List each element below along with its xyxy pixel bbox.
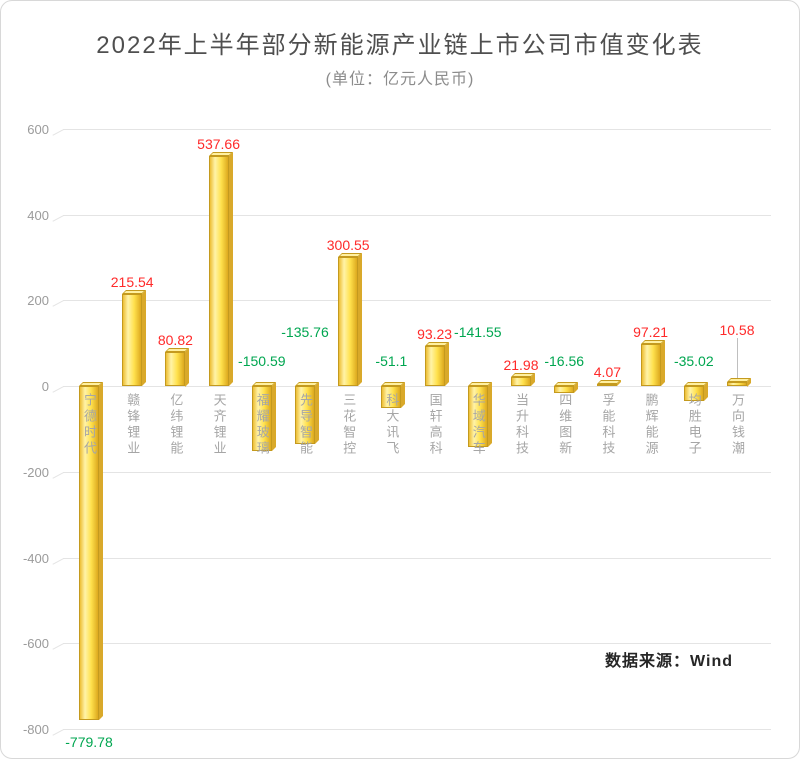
bar-side-face [99,382,103,721]
bar-top-face [467,382,492,387]
category-label: 宁德时代 [82,393,97,458]
bar [79,386,99,721]
bar-top-face [640,340,665,345]
bar-side-face [271,382,276,451]
gridline [63,729,771,730]
gridline-axis-join [52,557,64,565]
data-source-note: 数据来源：Wind [605,653,733,670]
bar-value-label: -35.02 [673,353,714,370]
category-label: 均胜电子 [686,393,702,458]
category-label: 科大讯飞 [384,393,400,458]
gridline-axis-join [52,300,64,308]
bar [295,386,315,445]
gridline [63,300,771,302]
gridline-axis-join [52,386,64,393]
bar [208,155,229,387]
bar-top-face [208,151,233,156]
bar [597,384,618,387]
bar [338,257,359,387]
y-axis-tick-label: -200 [22,464,49,480]
chart-subtitle: (单位：亿元人民币) [325,71,475,88]
y-axis-tick-label: 600 [27,122,49,137]
bar-top-face [122,289,147,294]
bar-value-label: -51.1 [375,353,408,370]
gridline-axis-join [52,643,64,651]
category-label: 四维图新 [557,393,573,458]
gridline [63,386,771,388]
bar-value-label: -141.55 [454,324,502,341]
bar-value-label: -150.59 [238,353,286,370]
y-axis-tick-label: 0 [41,379,49,395]
category-label: 国轩高科 [427,393,443,458]
bar-top-face [165,347,190,352]
y-axis-tick-label: -400 [22,550,49,566]
bar [122,293,143,387]
bar [640,344,661,387]
category-label: 福耀玻璃 [254,393,270,458]
category-label: 赣锋锂业 [125,393,141,458]
category-label: 天齐锂业 [211,393,227,458]
chart-title: 2022年上半年部分新能源产业链上市公司市值变化表 [96,32,704,59]
gridline-axis-join [52,214,64,222]
bar [381,386,402,409]
gridline-axis-join [52,472,64,479]
category-label: 孚能科技 [600,393,616,458]
bar [727,381,747,387]
bar [165,351,186,387]
bar [683,386,704,402]
bar-side-face [444,342,449,387]
bar-side-face [401,382,406,409]
y-axis-tick-label: 200 [27,293,49,309]
category-label: 万向钱潮 [730,393,745,458]
gridline [63,557,771,559]
bar-top-face [79,382,103,387]
bar-value-label: -135.76 [281,324,329,341]
label-leader-line [737,337,738,380]
bar-side-face [185,347,190,387]
bar-value-label: 537.66 [197,135,240,152]
bar [424,346,445,387]
category-label: 华域汽车 [470,393,486,458]
category-label: 鹏辉能源 [643,393,659,458]
gridline [63,214,771,216]
bar-top-face [424,342,449,347]
bar-top-face [251,382,276,387]
category-label: 三花智控 [341,393,357,458]
bar-value-label: 300.55 [326,237,370,254]
y-axis-tick-label: -600 [22,636,49,652]
category-label: 当升科技 [514,393,529,458]
bar-value-label: 80.82 [157,331,193,348]
bar-top-face [683,382,708,387]
bar-side-face [315,382,319,445]
bar-side-face [228,151,233,387]
bar-top-face [295,382,319,387]
category-label: 先导智能 [298,393,313,458]
bar-value-label: -779.78 [65,734,113,751]
bar-side-face [487,382,492,447]
bar-value-label: 4.07 [593,364,622,381]
gridline [63,643,771,645]
bar-value-label: 21.98 [503,356,539,373]
bar-value-label: 10.58 [719,321,755,338]
bar [251,386,272,451]
bar [467,386,488,447]
bar-top-face [511,372,535,377]
bar [554,386,575,394]
bar [511,376,531,387]
bar-value-label: 215.54 [110,273,154,290]
category-label: 亿纬锂能 [168,393,184,458]
bar-top-face [727,377,751,382]
bar-value-label: 97.21 [633,324,669,341]
bar-value-label: 93.23 [417,326,453,343]
y-axis-tick-label: 400 [27,207,49,223]
bar-value-label: -16.56 [544,353,585,370]
gridline-axis-join [52,129,64,136]
gridline [63,471,771,473]
gridline [63,129,771,130]
y-axis-tick-label: -800 [22,722,49,737]
